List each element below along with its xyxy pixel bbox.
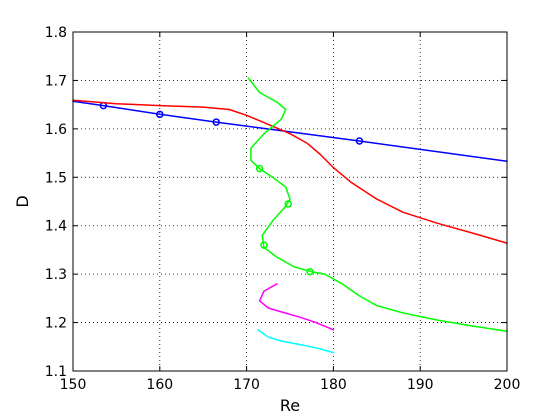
series-line-3: [247, 77, 508, 333]
series-line-5: [257, 329, 335, 354]
x-tick-label: 160: [146, 377, 173, 393]
series-3-marker: [306, 267, 314, 276]
x-tick-label: 190: [407, 377, 434, 393]
y-tick-label: 1.1: [45, 364, 67, 380]
y-tick-label: 1.3: [45, 267, 67, 283]
series-line-4: [258, 283, 335, 331]
y-tick-label: 1.7: [45, 73, 67, 89]
series-3-marker: [260, 241, 268, 249]
series-3-marker: [284, 200, 293, 208]
y-tick-label: 1.6: [45, 122, 67, 138]
tick-layer: 150 160 170 180 190 200 1.1 1.2 1.3 1.4 1.5 1.6 1.7 1…: [45, 25, 521, 393]
y-tick-label: 1.8: [45, 25, 67, 41]
series-1-marker: [156, 110, 164, 119]
x-tick-label: 170: [233, 377, 260, 393]
x-tick-label: 180: [320, 377, 347, 393]
x-axis-label: Re: [280, 396, 300, 415]
series-line-2: [72, 99, 508, 244]
series-1-marker: [355, 137, 364, 145]
plot-frame: [72, 31, 508, 372]
y-tick-label: 1.2: [45, 316, 67, 332]
y-tick-label: 1.4: [45, 219, 67, 235]
y-axis-label: D: [13, 195, 32, 207]
series-layer: [72, 77, 508, 354]
grid-layer: [73, 32, 507, 371]
y-tick-label: 1.5: [45, 170, 67, 186]
series-line-1: [72, 100, 508, 163]
x-tick-label: 200: [494, 377, 521, 393]
x-tick-label: 150: [60, 377, 87, 393]
series-3-marker: [255, 164, 264, 173]
series-1-marker: [212, 118, 220, 126]
